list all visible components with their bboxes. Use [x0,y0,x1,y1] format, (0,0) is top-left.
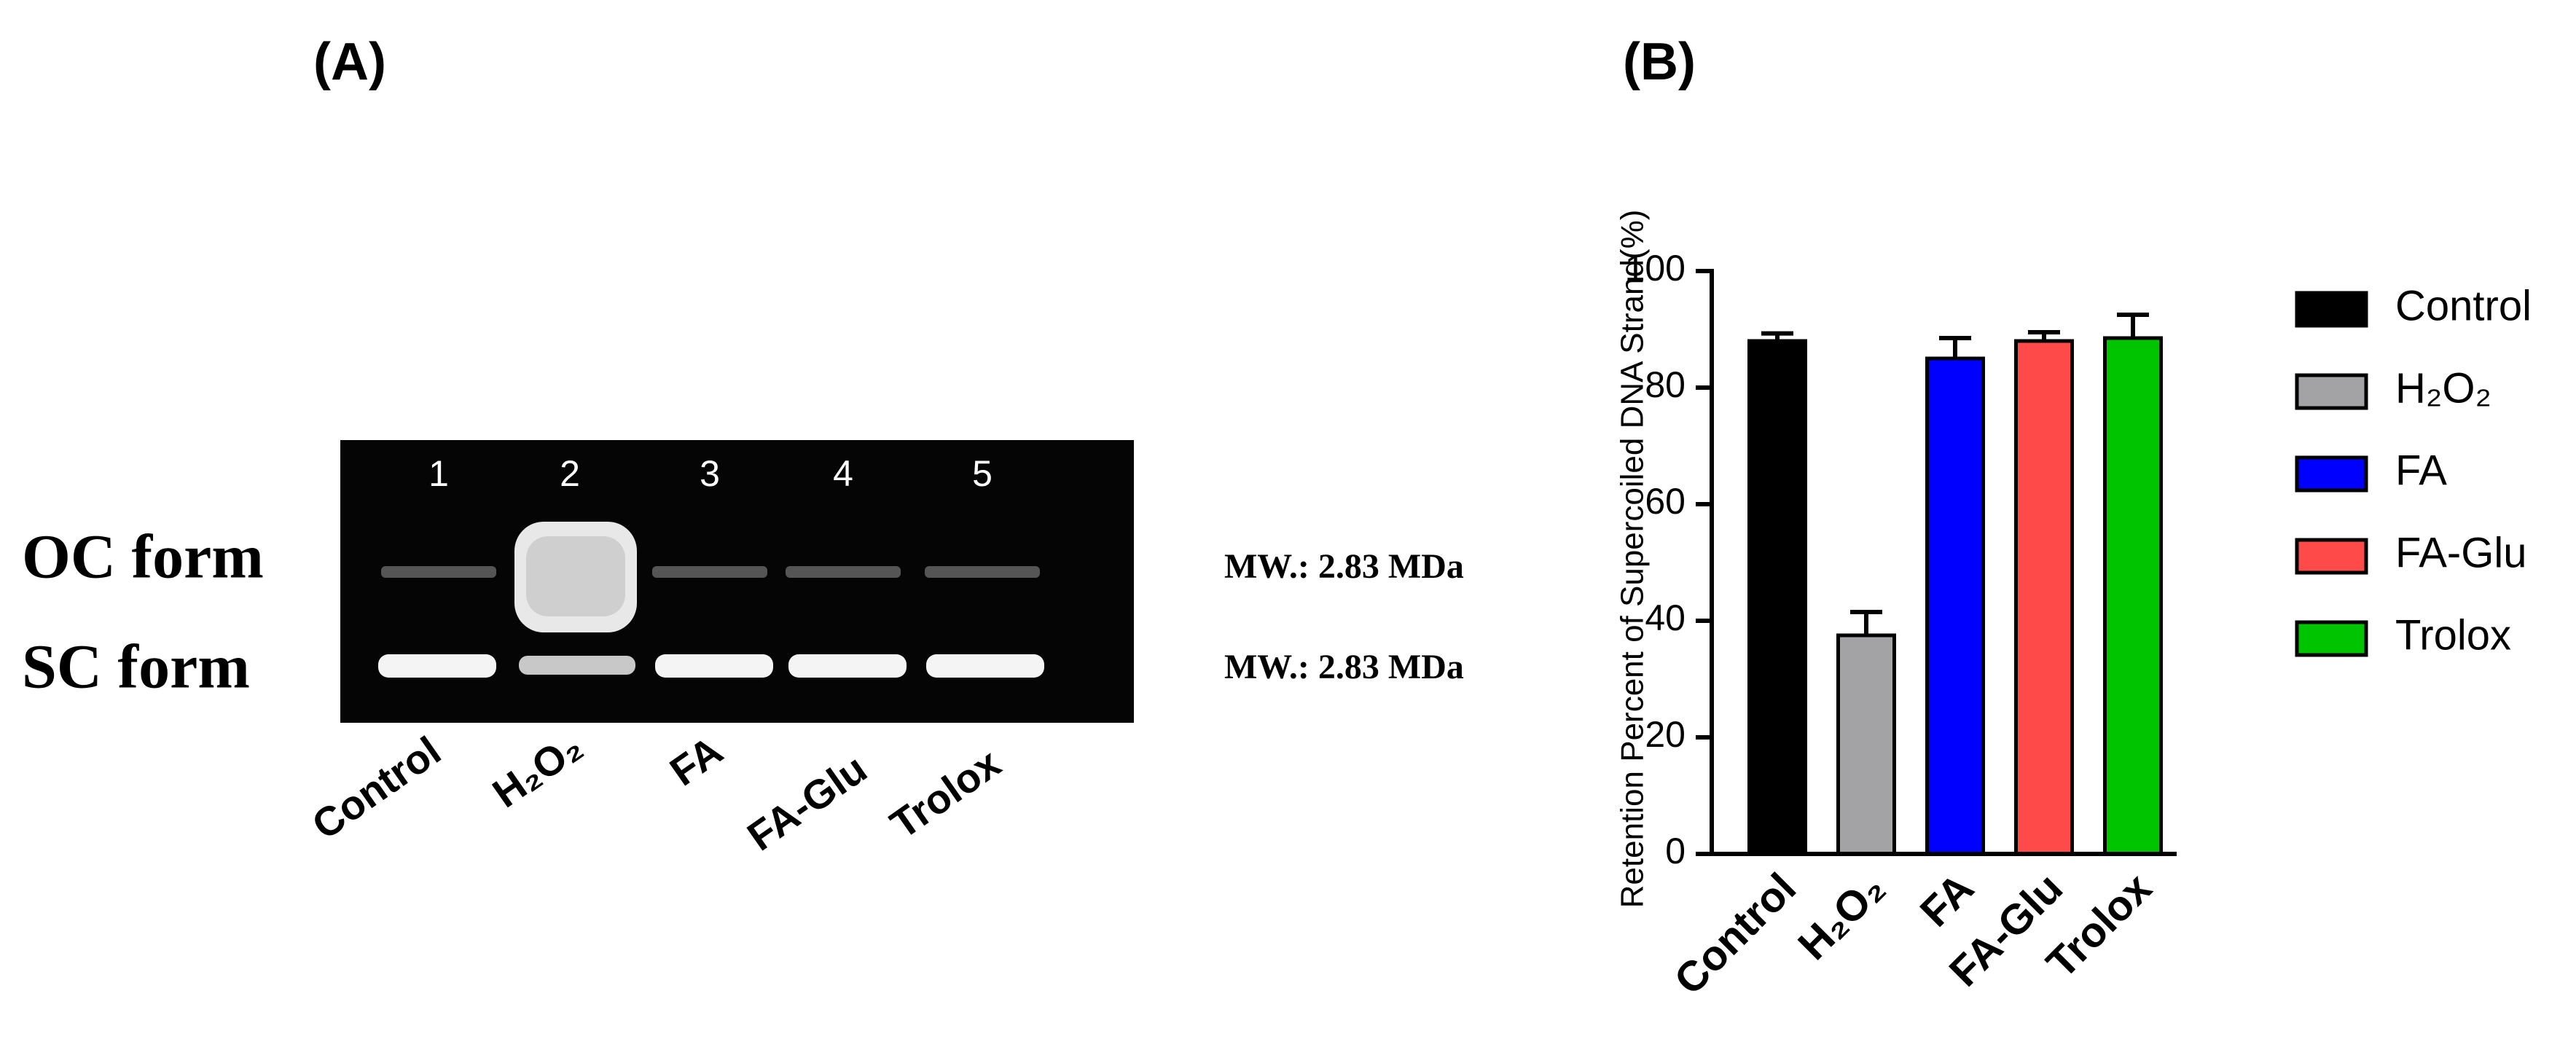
lane-label: FA [662,727,731,795]
band-label: OC form [22,522,264,592]
sc-bands [378,654,1044,678]
band-label: SC form [22,632,250,702]
x-tick-label: FA [1911,864,1983,936]
lane-label: FA-Glu [739,745,874,860]
legend-label: Trolox [2395,611,2511,659]
lane-label: H₂O₂ [484,723,590,816]
lane-number: 2 [560,453,580,494]
oc-bands [381,566,1040,578]
mw-label: MW.: 2.83 MDa [1224,648,1464,686]
gel [340,440,1134,723]
lane-label: Trolox [882,740,1009,847]
panel-b: (B) Retention Percent of Supercoiled DNA… [1615,33,2532,1004]
lane-number: 5 [972,453,993,494]
y-tick-label: 80 [1645,364,1686,405]
panel-label: (B) [1623,33,1696,91]
y-tick-label: 100 [1625,248,1686,289]
y-tick-label: 40 [1645,597,1686,638]
legend-label: Control [2395,282,2532,329]
panel-a: (A) 1 2 3 4 5 OC form SC form MW.: 2.83 … [22,33,1464,860]
x-tick-label: Control [1665,864,1805,1004]
panel-label: (A) [313,33,386,91]
bar [2103,336,2163,856]
legend-swatch [2295,455,2368,493]
legend-label: H₂O₂ [2395,364,2491,412]
y-tick-label: 20 [1645,714,1686,755]
bar [1836,633,1896,856]
y-tick-label: 60 [1645,481,1686,522]
lane-numbers: 1 2 3 4 5 [428,453,993,494]
mw-label: MW.: 2.83 MDa [1224,547,1464,586]
legend-label: FA [2395,447,2447,494]
y-axis-label: Retention Percent of Supercoiled DNA Str… [1615,210,1651,909]
legend-swatch [2295,538,2368,575]
lane-label: Control [304,727,449,848]
legend-swatch [2295,291,2368,328]
oc-band-core [526,536,625,616]
bar [1747,339,1807,856]
legend-swatch [2295,620,2368,657]
lane-number: 3 [700,453,720,494]
lane-number: 4 [833,453,853,494]
bar [1925,356,1985,856]
x-tick-label: H₂O₂ [1789,864,1894,969]
lane-labels: Control H₂O₂ FA FA-Glu Trolox [304,723,1009,860]
y-tick-label: 0 [1665,831,1686,871]
bar [2014,339,2074,856]
legend-swatch [2295,373,2368,410]
lane-number: 1 [428,453,449,494]
legend-label: FA-Glu [2395,529,2527,576]
